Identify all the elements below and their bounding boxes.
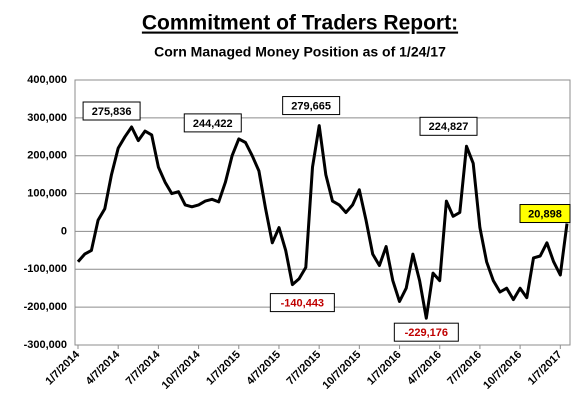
x-tick-label: 10/7/2014 xyxy=(160,348,204,392)
x-tick-label: 7/7/2015 xyxy=(285,349,324,388)
x-tick-label: 1/7/2015 xyxy=(204,349,243,388)
y-tick-label: 400,000 xyxy=(27,74,67,86)
data-label-box xyxy=(393,322,459,342)
x-tick-label: 1/7/2016 xyxy=(365,349,404,388)
data-label-box xyxy=(419,116,478,136)
y-tick-label: -200,000 xyxy=(24,301,67,313)
x-tick-label: 10/7/2015 xyxy=(320,349,363,392)
data-label-box xyxy=(282,96,341,116)
y-tick-label: 200,000 xyxy=(27,150,67,162)
data-label: 244,422 xyxy=(193,118,233,130)
data-label-box xyxy=(183,113,242,133)
data-label: 224,827 xyxy=(429,121,469,133)
data-label-box xyxy=(519,204,571,224)
data-label: -140,443 xyxy=(281,298,324,310)
x-tick-label: 4/7/2015 xyxy=(244,349,283,388)
chart-subtitle: Corn Managed Money Position as of 1/24/1… xyxy=(154,44,446,60)
x-tick-label: 10/7/2016 xyxy=(481,349,524,392)
x-tick-label: 1/7/2014 xyxy=(43,348,82,387)
y-tick-label: 0 xyxy=(61,225,67,237)
data-label: 275,836 xyxy=(92,106,132,118)
data-label: 20,898 xyxy=(528,208,562,220)
y-tick-label: 100,000 xyxy=(27,187,67,199)
data-label: 279,665 xyxy=(291,100,331,112)
y-tick-label: 300,000 xyxy=(27,112,67,124)
chart-title: Commitment of Traders Report: xyxy=(142,12,458,35)
y-tick-label: -300,000 xyxy=(24,339,67,351)
x-tick-label: 1/7/2017 xyxy=(526,349,565,388)
data-line xyxy=(76,124,569,320)
x-tick-label: 4/7/2016 xyxy=(405,349,444,388)
x-tick-label: 7/7/2016 xyxy=(445,349,484,388)
y-tick-label: -100,000 xyxy=(24,263,67,275)
data-label-box xyxy=(269,293,335,313)
x-tick-label: 7/7/2014 xyxy=(124,348,163,387)
data-label: -229,176 xyxy=(405,327,448,339)
x-tick-label: 4/7/2014 xyxy=(84,348,123,387)
data-label-box xyxy=(82,101,141,121)
